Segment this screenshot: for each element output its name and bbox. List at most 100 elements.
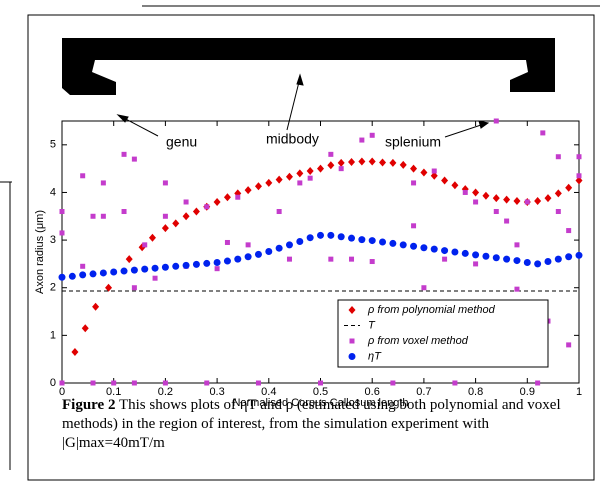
arrow — [286, 77, 301, 131]
x-tick-label: 1 — [576, 386, 582, 398]
square-point — [121, 209, 127, 215]
diamond-point — [348, 157, 356, 166]
circle-point — [441, 247, 449, 255]
circle-point — [68, 272, 76, 280]
circle-point — [172, 262, 180, 270]
square-point — [286, 256, 292, 262]
circle-point — [430, 245, 438, 253]
square-point — [297, 180, 303, 186]
square-point — [442, 256, 448, 262]
anatomy-label: midbody — [266, 131, 319, 147]
square-point — [514, 286, 520, 292]
y-tick-label: 1 — [50, 329, 56, 341]
circle-point — [544, 258, 552, 266]
circle-point — [348, 353, 356, 360]
circle-point — [151, 264, 159, 272]
diamond-point — [105, 283, 113, 292]
square-point — [100, 180, 106, 186]
circle-point — [523, 258, 531, 266]
circle-point — [254, 250, 262, 258]
square-point — [183, 199, 189, 205]
circle-point — [275, 244, 283, 252]
circle-point — [182, 261, 190, 269]
x-tick-label: 0.8 — [468, 386, 483, 398]
y-tick-label: 5 — [50, 139, 56, 151]
diamond-point — [192, 207, 200, 216]
diamond-point — [379, 158, 387, 167]
circle-point — [58, 273, 66, 281]
circle-point — [534, 260, 542, 268]
arrows — [116, 73, 490, 138]
square-point — [131, 285, 137, 291]
legend-label: ηT — [368, 350, 382, 362]
circle-point — [348, 234, 356, 242]
diamond-point — [337, 158, 345, 167]
square-point — [462, 189, 468, 195]
diamond-point — [503, 195, 511, 204]
legend-label: ρ from voxel method — [367, 335, 469, 347]
x-tick-label: 0 — [59, 386, 65, 398]
arrowhead — [116, 114, 129, 123]
square-point — [59, 380, 65, 386]
plot: 0 0.1 0.2 0.3 0.4 0.5 0.6 0.7 0.8 0.9 1 0 1 2 3 4 5 Norma… — [34, 118, 583, 409]
square-point — [369, 132, 375, 138]
square-point — [80, 263, 86, 269]
diamond-point — [71, 348, 79, 357]
arrowhead — [478, 120, 490, 129]
circle-point — [565, 253, 573, 261]
square-point — [276, 209, 282, 215]
diamond-point — [348, 306, 356, 314]
circle-point — [451, 248, 459, 256]
diamond-point — [513, 197, 521, 206]
square-point — [369, 259, 375, 265]
y-tick-label: 3 — [50, 234, 56, 246]
x-tick-label: 0.4 — [261, 386, 276, 398]
square-point — [162, 213, 168, 219]
square-point — [555, 154, 561, 160]
square-point — [349, 338, 355, 344]
legend-label: T — [368, 319, 376, 331]
square-point — [524, 199, 530, 205]
square-point — [576, 173, 582, 179]
circle-point — [379, 238, 387, 246]
caption-text: This shows plots of ηT and ρ (estimated … — [62, 397, 561, 451]
legend-label: ρ from polynomial method — [367, 304, 496, 316]
square-point — [338, 166, 344, 172]
x-tick-label: 0.5 — [313, 386, 328, 398]
square-point — [152, 275, 158, 281]
diamond-point — [492, 194, 500, 203]
square-point — [121, 151, 127, 157]
diamond-point — [172, 219, 180, 228]
square-point — [328, 256, 334, 262]
square-point — [224, 239, 230, 245]
square-point — [142, 242, 148, 248]
square-point — [255, 380, 261, 386]
arrowhead — [296, 73, 304, 86]
circle-point — [306, 234, 314, 242]
diamond-point — [544, 194, 552, 203]
x-tick-label: 0.7 — [416, 386, 431, 398]
circle-point — [161, 263, 169, 271]
square-point — [245, 242, 251, 248]
diamond-point — [399, 160, 407, 169]
diamond-point — [161, 224, 169, 233]
square-point — [318, 380, 323, 386]
square-point — [90, 380, 96, 386]
diamond-point — [389, 158, 397, 167]
circle-point — [575, 251, 583, 259]
diamond-point — [358, 157, 366, 166]
square-point — [359, 137, 365, 143]
diamond-point — [296, 169, 304, 178]
square-point — [349, 256, 355, 262]
diamond-point — [368, 157, 376, 166]
square-point — [514, 242, 520, 248]
diamond-point — [254, 182, 262, 191]
circle-point — [389, 239, 397, 247]
x-tick-label: 0.9 — [520, 386, 535, 398]
square-point — [307, 175, 313, 181]
y-tick-label: 4 — [50, 186, 56, 198]
square-point — [576, 154, 582, 160]
diamond-point — [285, 172, 293, 181]
circle-point — [244, 253, 252, 261]
